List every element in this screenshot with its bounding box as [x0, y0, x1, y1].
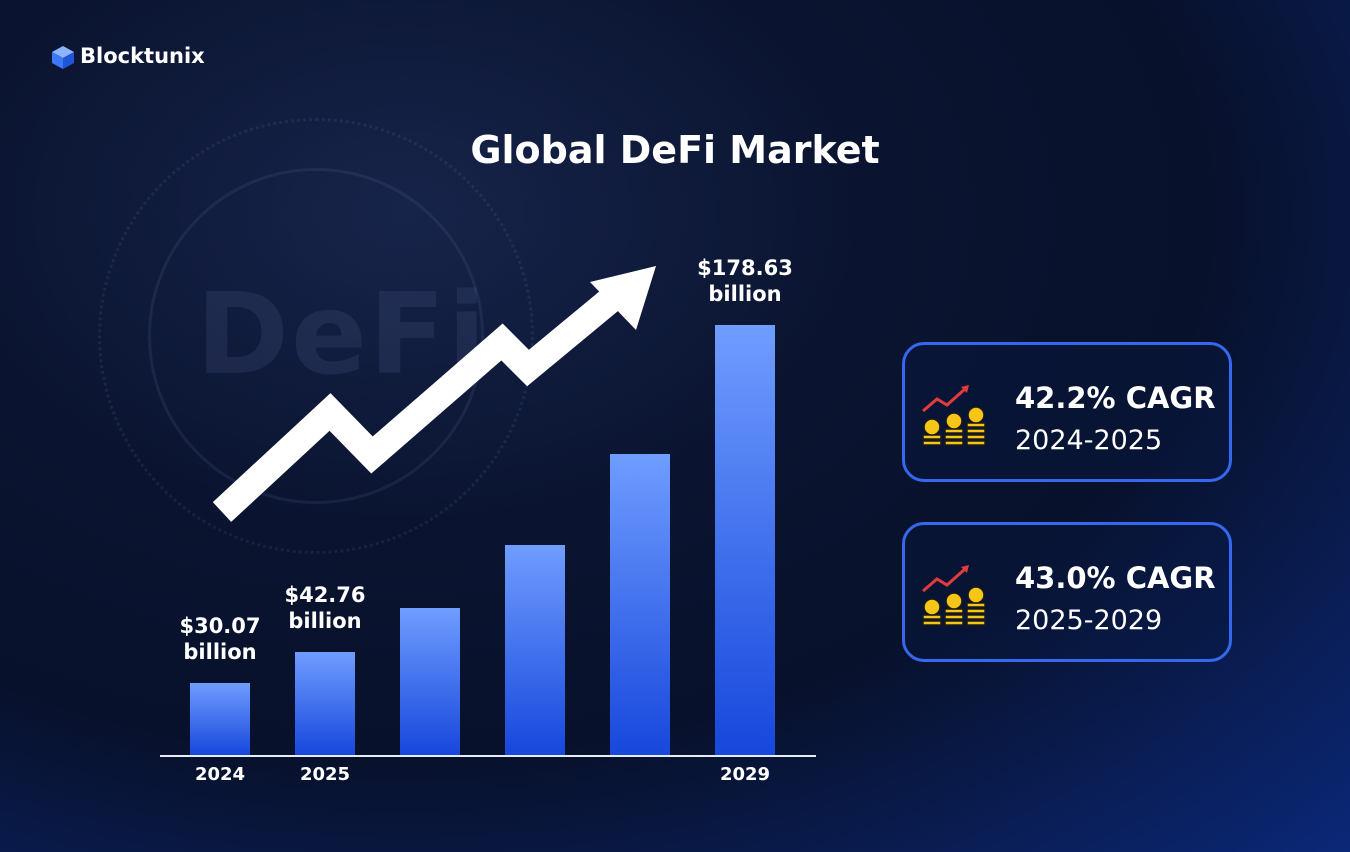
- chart-title: Global DeFi Market: [470, 128, 880, 172]
- bar: [610, 454, 670, 755]
- decor-ring: [98, 118, 534, 554]
- stat-card: 43.0% CAGR 2025-2029: [902, 522, 1232, 662]
- bar: [295, 652, 355, 755]
- stat-icon: [919, 563, 991, 639]
- value-label: $178.63 billion: [697, 256, 793, 306]
- bar: [715, 325, 775, 755]
- stat-headline: 42.2% CAGR: [1015, 381, 1216, 415]
- bar: [505, 544, 565, 755]
- value-label: $30.07 billion: [179, 613, 261, 664]
- stat-card: 42.2% CAGR 2024-2025: [902, 342, 1232, 482]
- bar: [400, 607, 460, 755]
- decor-coin: [148, 168, 484, 504]
- stat-period: 2024-2025: [1015, 425, 1163, 456]
- stat-headline: 43.0% CAGR: [1015, 561, 1216, 595]
- stat-period: 2025-2029: [1015, 605, 1163, 636]
- brand-logo: [52, 46, 74, 69]
- x-tick-label: 2029: [719, 764, 771, 785]
- stat-icon: [919, 383, 991, 459]
- x-tick-label: 2025: [299, 764, 351, 785]
- x-axis: [160, 755, 816, 757]
- value-label: $42.76 billion: [284, 583, 366, 634]
- watermark: DeFi: [196, 270, 488, 400]
- brand-name: Blocktunix: [80, 44, 205, 68]
- x-tick-label: 2024: [194, 764, 246, 785]
- bar: [190, 682, 250, 755]
